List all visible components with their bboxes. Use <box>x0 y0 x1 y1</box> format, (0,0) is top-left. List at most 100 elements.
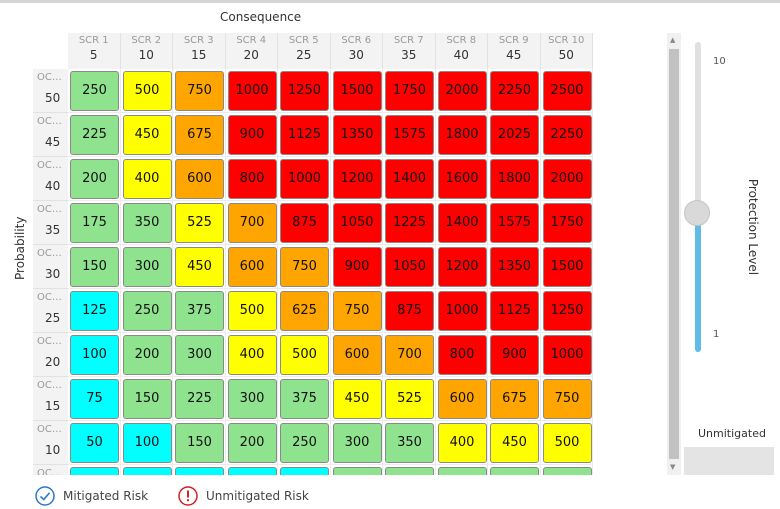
risk-cell[interactable]: 675 <box>175 115 224 155</box>
risk-cell[interactable]: 225 <box>490 467 539 475</box>
risk-cell[interactable]: 1050 <box>332 203 382 243</box>
risk-cell[interactable]: 500 <box>280 335 329 375</box>
risk-cell[interactable]: 500 <box>227 291 277 331</box>
risk-cell[interactable]: 175 <box>385 467 434 475</box>
risk-cell[interactable]: 25 <box>70 467 119 475</box>
risk-cell[interactable]: 450 <box>332 379 382 419</box>
risk-cell[interactable]: 300 <box>227 379 277 419</box>
risk-cell[interactable]: 125 <box>280 467 329 475</box>
risk-cell[interactable]: 1000 <box>280 159 329 199</box>
risk-cell[interactable]: 200 <box>227 423 277 463</box>
risk-cell[interactable]: 1750 <box>385 71 434 111</box>
risk-cell[interactable]: 1000 <box>227 71 277 111</box>
risk-cell[interactable]: 75 <box>70 379 119 419</box>
scroll-down-arrow-icon[interactable]: ▼ <box>670 463 676 471</box>
risk-cell[interactable]: 200 <box>122 335 172 375</box>
risk-cell[interactable]: 100 <box>70 335 119 375</box>
risk-cell[interactable]: 900 <box>490 335 539 375</box>
risk-cell[interactable]: 450 <box>490 423 539 463</box>
risk-cell[interactable]: 750 <box>542 379 592 419</box>
risk-cell[interactable]: 125 <box>70 291 119 331</box>
risk-cell[interactable]: 150 <box>70 247 119 287</box>
risk-cell[interactable]: 900 <box>227 115 277 155</box>
risk-cell[interactable]: 150 <box>122 379 172 419</box>
risk-cell[interactable]: 500 <box>122 71 172 111</box>
risk-cell[interactable]: 900 <box>332 247 382 287</box>
risk-cell[interactable]: 875 <box>385 291 434 331</box>
scroll-up-arrow-icon[interactable]: ▲ <box>670 36 676 44</box>
risk-cell[interactable]: 750 <box>332 291 382 331</box>
risk-cell[interactable]: 75 <box>175 467 224 475</box>
risk-cell[interactable]: 2500 <box>542 71 592 111</box>
risk-cell[interactable]: 400 <box>122 159 172 199</box>
risk-cell[interactable]: 1800 <box>437 115 487 155</box>
risk-cell[interactable]: 400 <box>227 335 277 375</box>
risk-cell[interactable]: 250 <box>70 71 119 111</box>
risk-cell[interactable]: 1350 <box>332 115 382 155</box>
risk-cell[interactable]: 150 <box>332 467 382 475</box>
risk-cell[interactable]: 1000 <box>542 335 592 375</box>
risk-cell[interactable]: 450 <box>122 115 172 155</box>
risk-cell[interactable]: 1350 <box>490 247 539 287</box>
risk-cell[interactable]: 50 <box>122 467 172 475</box>
risk-cell[interactable]: 350 <box>122 203 172 243</box>
risk-cell[interactable]: 1575 <box>490 203 539 243</box>
risk-cell[interactable]: 625 <box>280 291 329 331</box>
risk-cell[interactable]: 800 <box>437 335 487 375</box>
risk-cell[interactable]: 1750 <box>542 203 592 243</box>
risk-cell[interactable]: 600 <box>332 335 382 375</box>
risk-cell[interactable]: 750 <box>175 71 224 111</box>
risk-cell[interactable]: 250 <box>542 467 592 475</box>
risk-cell[interactable]: 675 <box>490 379 539 419</box>
risk-cell[interactable]: 200 <box>437 467 487 475</box>
protection-slider-thumb[interactable] <box>684 199 710 226</box>
risk-cell[interactable]: 1500 <box>542 247 592 287</box>
risk-cell[interactable]: 300 <box>332 423 382 463</box>
risk-cell[interactable]: 525 <box>385 379 434 419</box>
risk-cell[interactable]: 2025 <box>490 115 539 155</box>
risk-cell[interactable]: 525 <box>175 203 224 243</box>
risk-cell[interactable]: 1225 <box>385 203 434 243</box>
risk-cell[interactable]: 250 <box>280 423 329 463</box>
risk-cell[interactable]: 700 <box>227 203 277 243</box>
risk-cell[interactable]: 300 <box>175 335 224 375</box>
risk-cell[interactable]: 500 <box>542 423 592 463</box>
risk-cell[interactable]: 2000 <box>437 71 487 111</box>
vertical-scrollbar[interactable]: ▲ ▼ <box>667 33 681 475</box>
risk-cell[interactable]: 1600 <box>437 159 487 199</box>
risk-cell[interactable]: 1050 <box>385 247 434 287</box>
risk-cell[interactable]: 600 <box>175 159 224 199</box>
risk-cell[interactable]: 225 <box>175 379 224 419</box>
risk-cell[interactable]: 875 <box>280 203 329 243</box>
risk-cell[interactable]: 700 <box>385 335 434 375</box>
risk-cell[interactable]: 1500 <box>332 71 382 111</box>
risk-cell[interactable]: 1125 <box>280 115 329 155</box>
risk-cell[interactable]: 600 <box>437 379 487 419</box>
risk-cell[interactable]: 1250 <box>280 71 329 111</box>
risk-cell[interactable]: 1400 <box>437 203 487 243</box>
risk-cell[interactable]: 750 <box>280 247 329 287</box>
risk-cell[interactable]: 1125 <box>490 291 539 331</box>
risk-cell[interactable]: 350 <box>385 423 434 463</box>
risk-cell[interactable]: 1200 <box>437 247 487 287</box>
risk-cell[interactable]: 1400 <box>385 159 434 199</box>
risk-cell[interactable]: 1000 <box>437 291 487 331</box>
risk-cell[interactable]: 300 <box>122 247 172 287</box>
risk-cell[interactable]: 1250 <box>542 291 592 331</box>
risk-cell[interactable]: 1575 <box>385 115 434 155</box>
risk-cell[interactable]: 400 <box>437 423 487 463</box>
risk-cell[interactable]: 150 <box>175 423 224 463</box>
scrollbar-thumb[interactable] <box>669 49 679 459</box>
risk-cell[interactable]: 100 <box>227 467 277 475</box>
risk-cell[interactable]: 2250 <box>490 71 539 111</box>
risk-cell[interactable]: 100 <box>122 423 172 463</box>
risk-cell[interactable]: 2250 <box>542 115 592 155</box>
risk-cell[interactable]: 800 <box>227 159 277 199</box>
risk-cell[interactable]: 600 <box>227 247 277 287</box>
risk-cell[interactable]: 1800 <box>490 159 539 199</box>
risk-cell[interactable]: 175 <box>70 203 119 243</box>
risk-cell[interactable]: 225 <box>70 115 119 155</box>
risk-cell[interactable]: 375 <box>175 291 224 331</box>
protection-slider-track[interactable] <box>695 42 701 352</box>
risk-cell[interactable]: 1200 <box>332 159 382 199</box>
